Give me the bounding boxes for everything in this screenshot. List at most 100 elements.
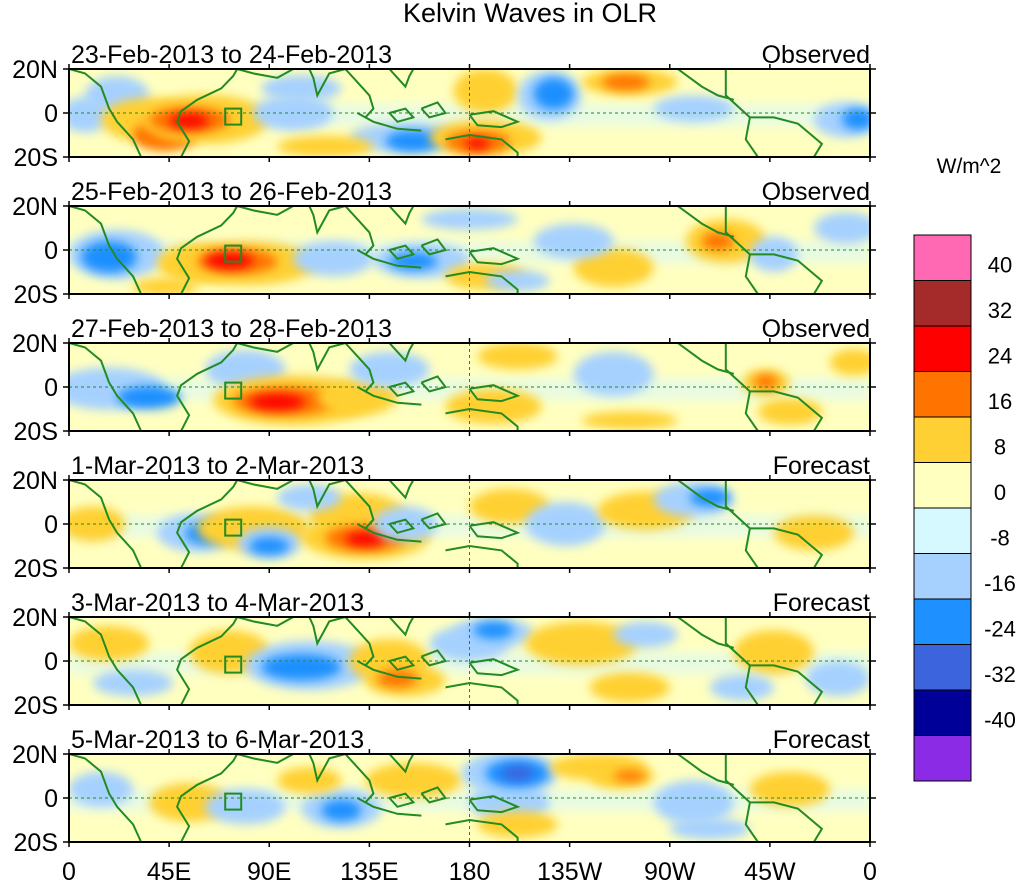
coastline	[388, 69, 415, 89]
coastline	[308, 69, 346, 99]
coastline	[236, 617, 294, 627]
coastline	[356, 523, 422, 543]
anomaly-blob-pos24	[249, 394, 306, 410]
lat-label: 20N	[12, 56, 58, 84]
anomaly-blob-neg8	[653, 95, 734, 122]
coastline	[724, 69, 824, 157]
coastline	[344, 617, 375, 667]
coastline	[677, 69, 735, 101]
coastline	[677, 206, 735, 238]
colorbar-swatch	[913, 689, 972, 736]
colorbar: 40 32 24 16 8 0 -8 -16 -24 -32 -40	[913, 234, 1016, 782]
coastline	[69, 480, 143, 568]
longitude-axis: 0 45E 90E 135E 180 135W 90W 45W 0	[62, 858, 877, 886]
coastline	[388, 206, 415, 226]
colorbar-swatch	[913, 371, 972, 418]
colorbar-swatch	[913, 553, 972, 600]
anomaly-blob-neg8	[69, 771, 134, 807]
anomaly-blob-pos8	[453, 69, 518, 113]
lon-label: 180	[449, 858, 491, 886]
lat-label: 20S	[14, 692, 58, 720]
anomaly-blob-neg8	[277, 484, 342, 511]
panel-6: 20N 0 20S 5-Mar-2013 to 6-Mar-2013 Forecast	[12, 726, 876, 857]
lon-label: 0	[62, 858, 76, 886]
coastline	[388, 754, 415, 774]
anomaly-blob-neg8	[669, 818, 750, 840]
anomaly-field	[69, 206, 870, 294]
panel-type-label: Forecast	[773, 726, 870, 754]
anomaly-blob-pos24	[345, 531, 386, 547]
coastline	[388, 792, 416, 808]
coastline	[445, 270, 519, 294]
anomaly-blob-neg24	[501, 766, 534, 781]
panel-date-range: 5-Mar-2013 to 6-Mar-2013	[71, 726, 364, 754]
anomaly-blob-neg8	[349, 351, 430, 387]
coastline	[308, 343, 346, 373]
panel-date-range: 3-Mar-2013 to 4-Mar-2013	[71, 589, 364, 617]
coastlines	[69, 617, 824, 705]
coastline	[69, 69, 143, 157]
colorbar-swatch	[913, 644, 972, 691]
coastline	[236, 480, 294, 490]
lon-label: 135E	[340, 858, 398, 886]
coastline	[420, 101, 448, 119]
reference-box	[224, 518, 243, 537]
coastline	[388, 480, 415, 500]
lon-label: 135W	[537, 858, 603, 886]
coastline	[356, 386, 422, 406]
coastline	[468, 795, 521, 814]
coastline	[236, 69, 294, 79]
coastline	[175, 206, 239, 294]
anomaly-blob-neg8	[485, 270, 550, 292]
panel-type-label: Observed	[762, 178, 870, 206]
reference-box	[224, 244, 243, 263]
coastline	[677, 754, 735, 786]
anomaly-blob-neg16	[385, 130, 442, 152]
anomaly-blob-neg8	[205, 789, 286, 825]
colorbar-label: -32	[984, 662, 1016, 687]
coastline	[308, 480, 346, 510]
colorbar-label: 16	[988, 389, 1012, 414]
lat-label: 20N	[12, 604, 58, 632]
coastline	[69, 754, 143, 842]
anomaly-blob-neg16	[689, 488, 730, 507]
coastline	[468, 110, 521, 129]
coastline	[724, 343, 824, 431]
anomaly-blob-neg8	[293, 241, 374, 277]
anomaly-blob-pos8	[773, 515, 854, 551]
lat-label: 20N	[12, 467, 58, 495]
anomaly-blob-neg8	[533, 223, 614, 259]
panel-date-range: 27-Feb-2013 to 28-Feb-2013	[71, 315, 392, 343]
coastlines	[69, 69, 824, 157]
panel-2: 20N 0 20S 25-Feb-2013 to 26-Feb-2013 Observe…	[12, 178, 876, 309]
coastline	[420, 375, 448, 393]
colorbar-label: -8	[990, 526, 1010, 551]
anomaly-blob-pos8	[829, 349, 870, 376]
anomaly-blob-pos8	[69, 506, 126, 542]
coastline	[236, 343, 294, 353]
coastlines	[69, 480, 824, 568]
lat-label: 0	[44, 237, 58, 265]
coastline	[175, 343, 239, 431]
coastline	[445, 681, 519, 705]
coastline	[677, 480, 735, 512]
anomaly-blob-pos8	[365, 762, 462, 799]
coastline	[724, 480, 824, 568]
anomaly-blob-neg8	[709, 674, 774, 701]
figure-title: Kelvin Waves in OLR	[403, 0, 657, 28]
colorbar-swatch	[913, 416, 972, 463]
anomaly-blob-neg16	[841, 108, 870, 130]
coastline	[356, 249, 422, 269]
anomaly-blob-pos8	[277, 135, 374, 157]
panel-type-label: Observed	[762, 41, 870, 69]
anomaly-blob-pos8	[317, 379, 398, 416]
anomaly-blob-pos24	[205, 252, 254, 269]
coastline	[175, 617, 239, 705]
panel-date-range: 25-Feb-2013 to 26-Feb-2013	[71, 178, 392, 206]
coastlines	[69, 343, 824, 431]
coastline	[677, 617, 735, 649]
anomaly-blob-pos16	[601, 74, 650, 91]
coastline	[445, 544, 519, 568]
lon-label: 45W	[744, 858, 796, 886]
anomaly-blob-neg8	[813, 212, 870, 244]
